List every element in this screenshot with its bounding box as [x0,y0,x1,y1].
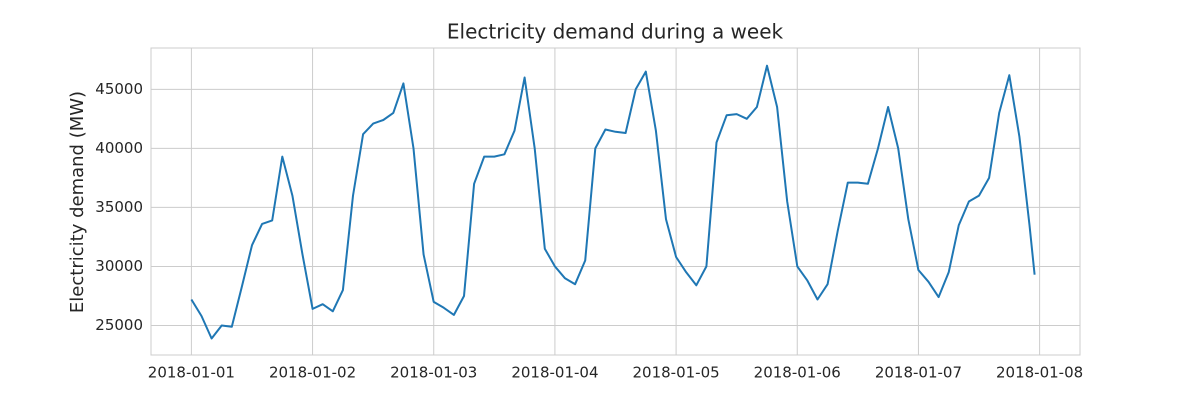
data-line [190,64,1036,340]
y-axis-label: Electricity demand (MW) [67,91,88,313]
x-tick-label: 2018-01-03 [390,364,477,382]
x-tick-label: 2018-01-08 [996,364,1083,382]
x-tick-label: 2018-01-04 [511,364,598,382]
y-tick-label: 40000 [95,139,143,157]
y-tick-label: 30000 [95,257,143,275]
x-tick-label: 2018-01-02 [269,364,356,382]
x-tick-label: 2018-01-05 [632,364,719,382]
x-tick-label: 2018-01-06 [754,364,841,382]
plot-frame [150,47,1081,356]
y-tick-label: 45000 [95,80,143,98]
y-tick-label: 25000 [95,316,143,334]
y-tick-label: 35000 [95,198,143,216]
x-tick-label: 2018-01-01 [148,364,235,382]
x-tick-label: 2018-01-07 [875,364,962,382]
chart-title: Electricity demand during a week [447,20,784,44]
